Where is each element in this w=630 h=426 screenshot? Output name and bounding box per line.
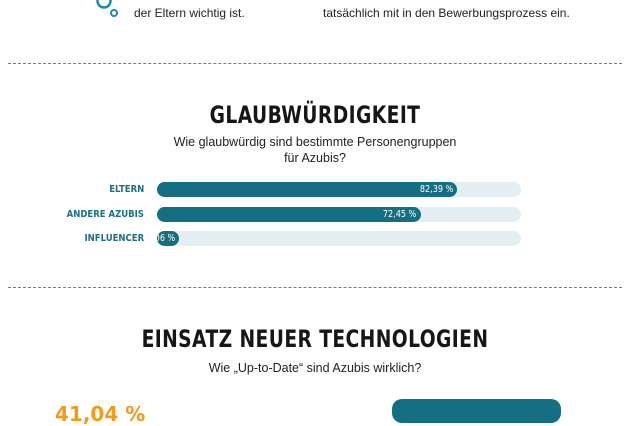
subtitle-line-2: für Azubis?: [284, 151, 346, 165]
bar: [157, 182, 457, 197]
bar: [157, 231, 180, 246]
subtitle-technology: Wie „Up-to-Date“ sind Azubis wirklich?: [208, 361, 422, 375]
bar-value-label: 72,45 %: [383, 209, 417, 220]
bar-track: 6,06 %: [157, 231, 521, 246]
bar-track: 82,39 %: [157, 182, 521, 197]
bubble-icon: [94, 0, 122, 25]
top-left-text: der Eltern wichtig ist.: [134, 6, 245, 20]
bar-value-label: 6,06 %: [157, 233, 176, 244]
top-right-text: tatsächlich mit in den Bewerbungsprozess…: [323, 6, 570, 20]
teal-panel: [392, 399, 561, 423]
divider: [8, 287, 622, 288]
bar-category-label: ELTERN: [108, 184, 144, 195]
divider: [8, 63, 622, 64]
bar-category-label: ANDERE AZUBIS: [66, 209, 144, 220]
bar: [157, 207, 421, 222]
stat-number: 41,04 %: [55, 402, 146, 426]
bar-value-label: 82,39 %: [419, 184, 453, 195]
subtitle-line-1: Wie glaubwürdig sind bestimmte Personeng…: [173, 135, 457, 149]
section-title-technology: EINSATZ NEUER TECHNOLOGIEN: [141, 325, 489, 353]
section-title-credibility: GLAUBWÜRDIGKEIT: [209, 101, 421, 129]
bar-category-label: INFLUENCER: [84, 233, 144, 244]
bar-track: 72,45 %: [157, 207, 521, 222]
